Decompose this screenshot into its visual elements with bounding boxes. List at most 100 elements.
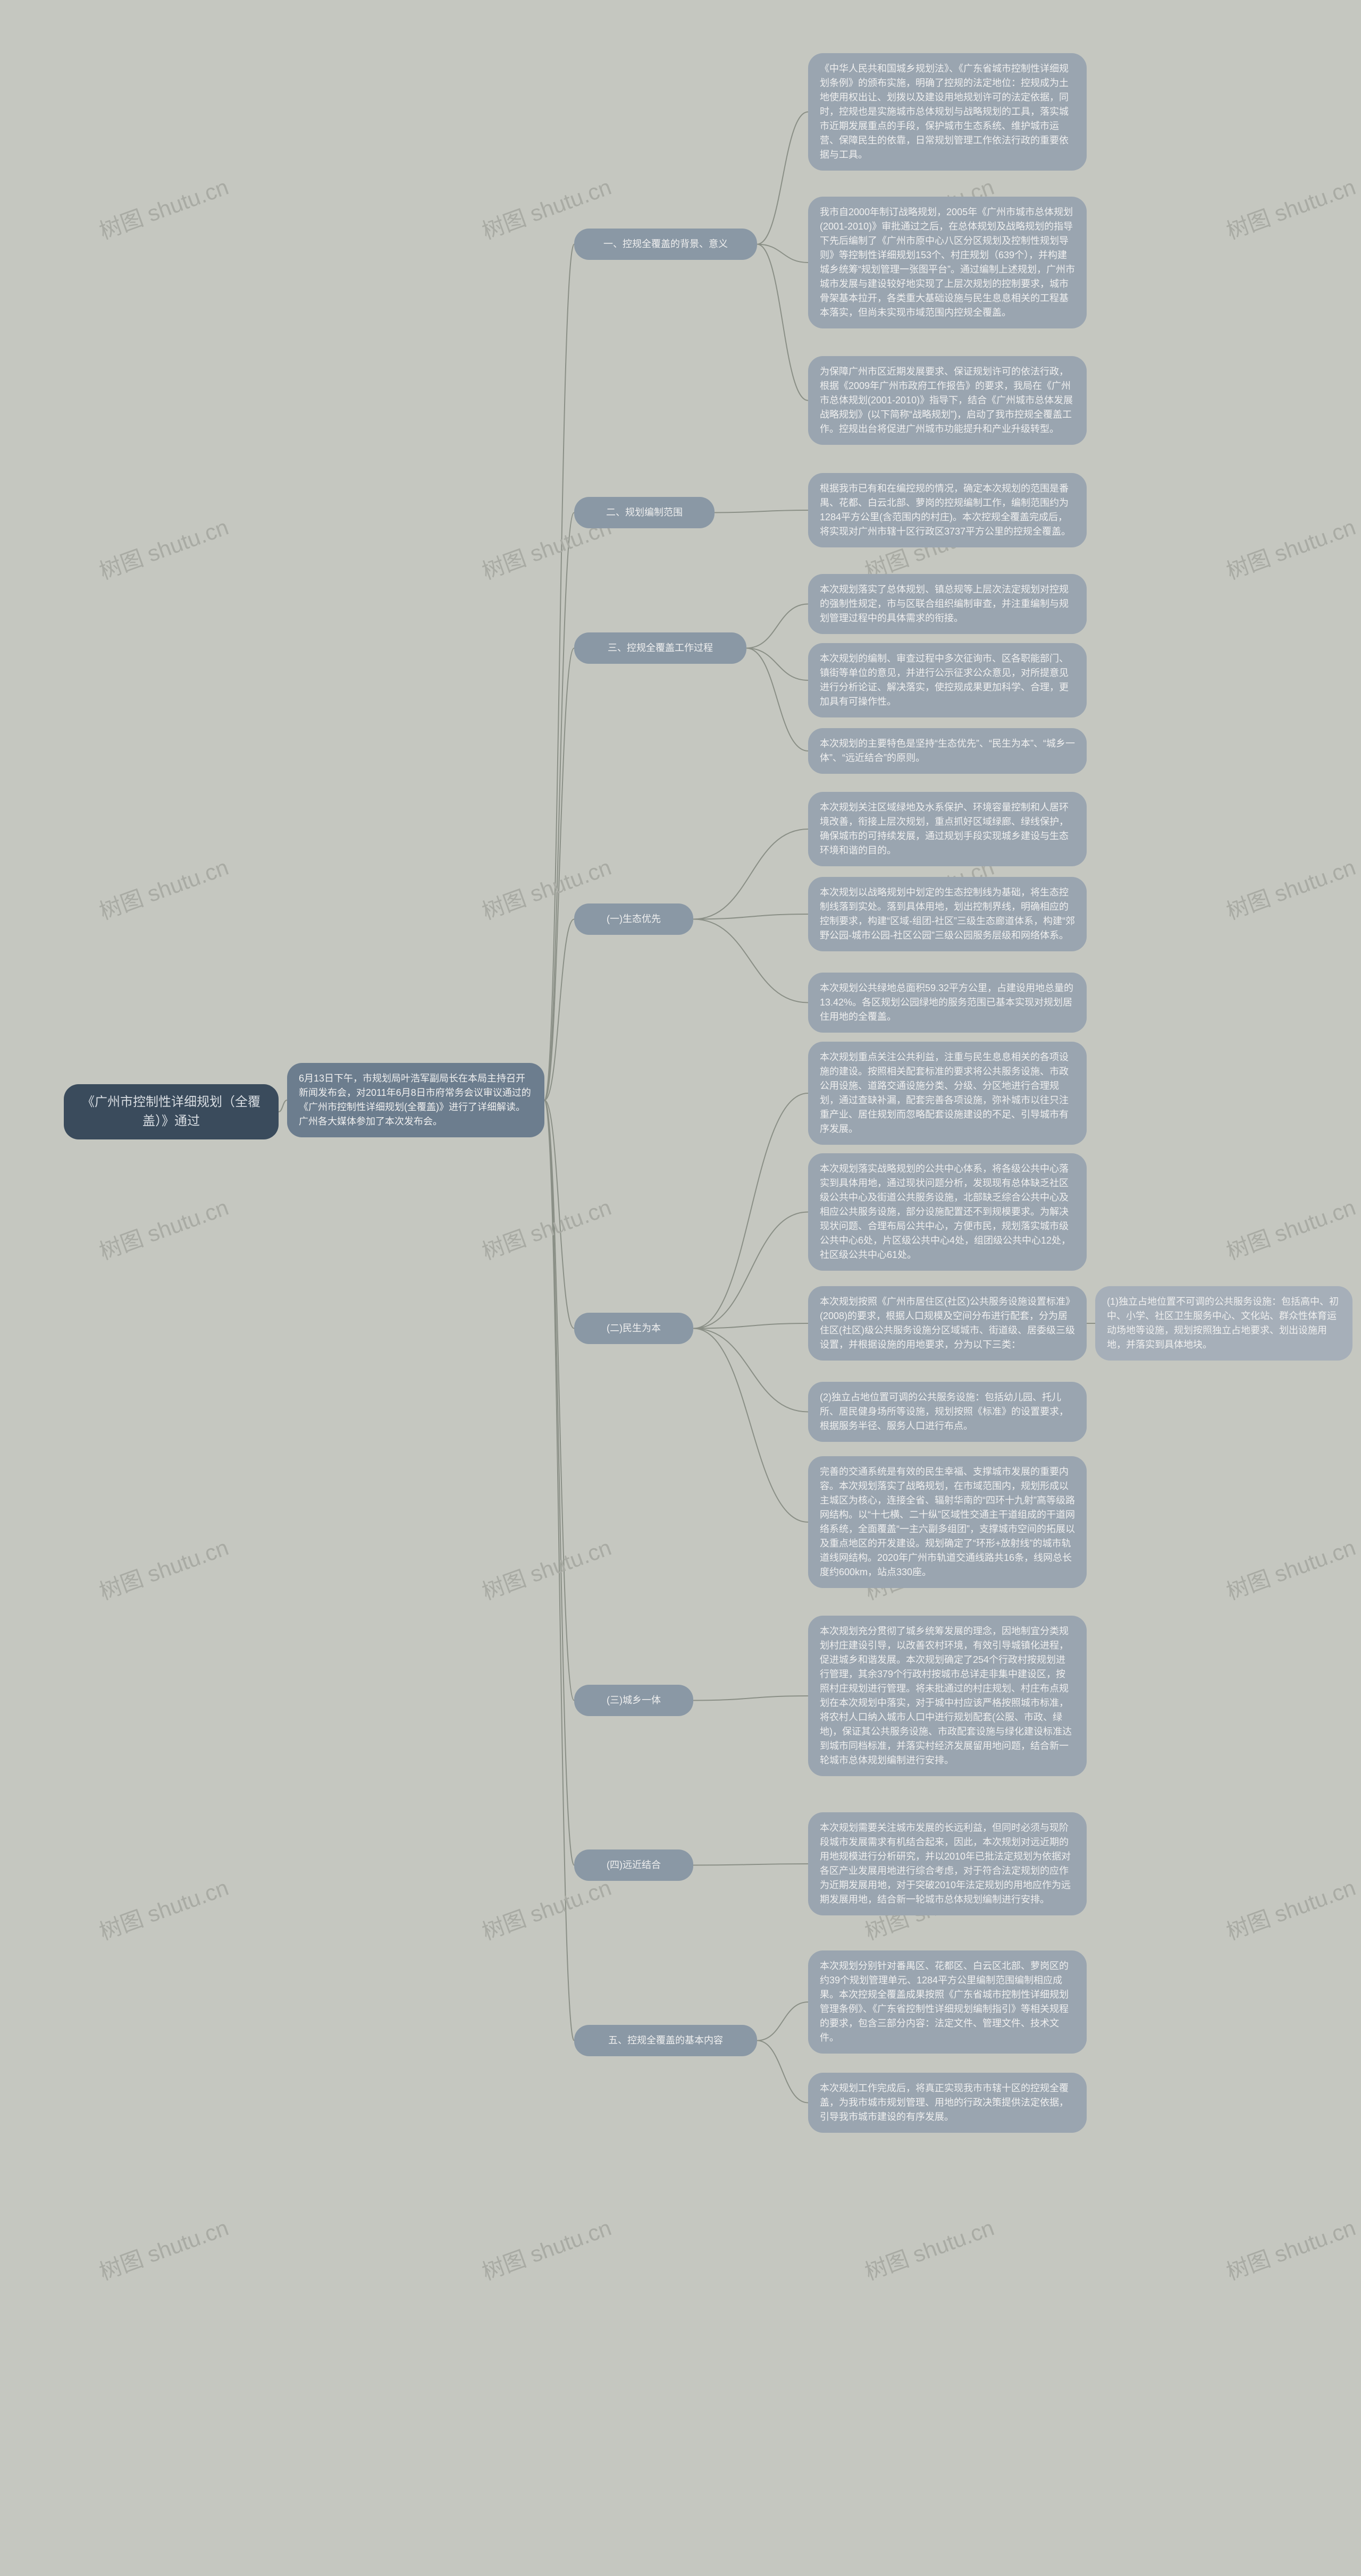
node-label: 我市自2000年制订战略规划，2005年《广州市城市总体规划(2001-2010… bbox=[820, 205, 1075, 320]
watermark: 树图 shutu.cn bbox=[477, 1870, 615, 1946]
node-s3a: 本次规划落实了总体规划、镇总规等上层次法定规划对控规的强制性规定，市与区联合组织… bbox=[808, 574, 1087, 634]
node-label: 五、控规全覆盖的基本内容 bbox=[608, 2033, 723, 2048]
edge bbox=[693, 829, 808, 919]
watermark: 树图 shutu.cn bbox=[1221, 2210, 1359, 2286]
node-s1a: 《中华人民共和国城乡规划法》、《广东省城市控制性详细规划条例》的颁布实施，明确了… bbox=[808, 53, 1087, 171]
node-s4c: (三)城乡一体 bbox=[574, 1685, 693, 1716]
node-s3: 三、控规全覆盖工作过程 bbox=[574, 632, 746, 664]
watermark: 树图 shutu.cn bbox=[94, 849, 232, 926]
node-label: 本次规划公共绿地总面积59.32平方公里，占建设用地总量的13.42%。各区规划… bbox=[820, 981, 1075, 1024]
edge bbox=[757, 244, 808, 263]
node-label: 本次规划的编制、审查过程中多次征询市、区各职能部门、镇街等单位的意见，并进行公示… bbox=[820, 652, 1075, 709]
node-s4b1: 本次规划重点关注公共利益，注重与民生息息相关的各项设施的建设。按照相关配套标准的… bbox=[808, 1042, 1087, 1145]
watermark: 树图 shutu.cn bbox=[1221, 1530, 1359, 1606]
node-label: 根据我市已有和在编控规的情况，确定本次规划的范围是番禺、花都、白云北部、萝岗的控… bbox=[820, 482, 1075, 539]
node-s5: 五、控规全覆盖的基本内容 bbox=[574, 2025, 757, 2056]
watermark: 树图 shutu.cn bbox=[860, 2210, 998, 2286]
node-label: 6月13日下午，市规划局叶浩军副局长在本局主持召开新闻发布会，对2011年6月8… bbox=[299, 1071, 533, 1129]
watermark: 树图 shutu.cn bbox=[477, 1189, 615, 1266]
watermark: 树图 shutu.cn bbox=[94, 509, 232, 586]
edge bbox=[693, 919, 808, 1003]
node-s4b4: (2)独立占地位置可调的公共服务设施：包括幼儿园、托儿所、居民健身场所等设施，规… bbox=[808, 1382, 1087, 1442]
node-label: 本次规划需要关注城市发展的长远利益，但同时必须与现阶段城市发展需求有机结合起来，… bbox=[820, 1821, 1075, 1907]
node-label: (一)生态优先 bbox=[607, 912, 661, 926]
node-intro: 6月13日下午，市规划局叶浩军副局长在本局主持召开新闻发布会，对2011年6月8… bbox=[287, 1063, 544, 1137]
edge bbox=[544, 1100, 574, 1329]
node-label: (1)独立占地位置不可调的公共服务设施：包括高中、初中、小学、社区卫生服务中心、… bbox=[1107, 1295, 1341, 1352]
node-s5a: 本次规划分别针对番禺区、花都区、白云区北部、萝岗区的约39个规划管理单元、128… bbox=[808, 1950, 1087, 2054]
edge bbox=[757, 112, 808, 244]
edge bbox=[746, 648, 808, 681]
edge bbox=[746, 604, 808, 648]
node-label: 《广州市控制性详细规划（全覆盖）》通过 bbox=[75, 1093, 267, 1131]
node-label: 本次规划充分贯彻了城乡统筹发展的理念，因地制宜分类规划村庄建设引导，以改善农村环… bbox=[820, 1624, 1075, 1768]
node-s4c1: 本次规划充分贯彻了城乡统筹发展的理念，因地制宜分类规划村庄建设引导，以改善农村环… bbox=[808, 1616, 1087, 1776]
edge bbox=[746, 648, 808, 751]
node-s4d: (四)远近结合 bbox=[574, 1849, 693, 1881]
node-s4b3: 本次规划按照《广州市居住区(社区)公共服务设施设置标准》(2008)的要求，根据… bbox=[808, 1286, 1087, 1361]
edge bbox=[544, 513, 574, 1101]
edge bbox=[693, 1323, 808, 1329]
node-s3c: 本次规划的主要特色是坚持“生态优先”、“民生为本”、“城乡一体”、“远近结合”的… bbox=[808, 728, 1087, 774]
edge bbox=[279, 1100, 287, 1112]
node-s3b: 本次规划的编制、审查过程中多次征询市、区各职能部门、镇街等单位的意见，并进行公示… bbox=[808, 643, 1087, 717]
edge bbox=[693, 1212, 808, 1329]
node-label: 本次规划分别针对番禺区、花都区、白云区北部、萝岗区的约39个规划管理单元、128… bbox=[820, 1959, 1075, 2045]
node-s1b: 我市自2000年制订战略规划，2005年《广州市城市总体规划(2001-2010… bbox=[808, 197, 1087, 328]
node-label: 二、规划编制范围 bbox=[606, 505, 683, 520]
watermark: 树图 shutu.cn bbox=[1221, 849, 1359, 926]
node-label: 本次规划以战略规划中划定的生态控制线为基础，将生态控制线落到实处。落到具体用地，… bbox=[820, 885, 1075, 943]
node-s4b5: 完善的交通系统是有效的民生幸福、支撑城市发展的重要内容。本次规划落实了战略规划，… bbox=[808, 1456, 1087, 1588]
edge bbox=[544, 1100, 574, 2041]
watermark: 树图 shutu.cn bbox=[1221, 1189, 1359, 1266]
node-s4a1: 本次规划关注区域绿地及水系保护、环境容量控制和人居环境改善，衔接上层次规划，重点… bbox=[808, 792, 1087, 866]
node-label: 本次规划关注区域绿地及水系保护、环境容量控制和人居环境改善，衔接上层次规划，重点… bbox=[820, 800, 1075, 858]
edge bbox=[693, 1329, 808, 1523]
watermark: 树图 shutu.cn bbox=[94, 1530, 232, 1606]
watermark: 树图 shutu.cn bbox=[477, 2210, 615, 2286]
node-label: (三)城乡一体 bbox=[607, 1693, 661, 1708]
node-root: 《广州市控制性详细规划（全覆盖）》通过 bbox=[64, 1084, 279, 1139]
edge bbox=[544, 919, 574, 1101]
edge bbox=[693, 1864, 808, 1865]
edge bbox=[757, 244, 808, 401]
watermark: 树图 shutu.cn bbox=[1221, 1870, 1359, 1946]
edge bbox=[693, 1696, 808, 1701]
watermark: 树图 shutu.cn bbox=[94, 1870, 232, 1946]
edge bbox=[544, 1100, 574, 1701]
node-label: (二)民生为本 bbox=[607, 1321, 661, 1336]
watermark: 树图 shutu.cn bbox=[94, 169, 232, 246]
edge bbox=[544, 1100, 574, 1865]
node-label: 本次规划按照《广州市居住区(社区)公共服务设施设置标准》(2008)的要求，根据… bbox=[820, 1295, 1075, 1352]
mindmap-canvas: 树图 shutu.cn 树图 shutu.cn 树图 shutu.cn 树图 shut… bbox=[0, 0, 1361, 2576]
watermark: 树图 shutu.cn bbox=[1221, 169, 1359, 246]
node-s2a: 根据我市已有和在编控规的情况，确定本次规划的范围是番禺、花都、白云北部、萝岗的控… bbox=[808, 473, 1087, 547]
node-s4b: (二)民生为本 bbox=[574, 1313, 693, 1344]
node-label: 完善的交通系统是有效的民生幸福、支撑城市发展的重要内容。本次规划落实了战略规划，… bbox=[820, 1465, 1075, 1580]
node-s1: 一、控规全覆盖的背景、意义 bbox=[574, 229, 757, 260]
node-label: 《中华人民共和国城乡规划法》、《广东省城市控制性详细规划条例》的颁布实施，明确了… bbox=[820, 62, 1075, 162]
watermark: 树图 shutu.cn bbox=[1221, 509, 1359, 586]
edge bbox=[757, 2041, 808, 2103]
node-label: 本次规划工作完成后，将真正实现我市市辖十区的控规全覆盖，为我市城市规划管理、用地… bbox=[820, 2081, 1075, 2124]
node-s4a2: 本次规划以战略规划中划定的生态控制线为基础，将生态控制线落到实处。落到具体用地，… bbox=[808, 877, 1087, 951]
node-s4a3: 本次规划公共绿地总面积59.32平方公里，占建设用地总量的13.42%。各区规划… bbox=[808, 973, 1087, 1033]
node-s4a: (一)生态优先 bbox=[574, 903, 693, 935]
edge bbox=[544, 648, 574, 1101]
node-s1c: 为保障广州市区近期发展要求、保证规划许可的依法行政，根据《2009年广州市政府工… bbox=[808, 356, 1087, 445]
node-s4b3x: (1)独立占地位置不可调的公共服务设施：包括高中、初中、小学、社区卫生服务中心、… bbox=[1095, 1286, 1352, 1361]
node-label: 三、控规全覆盖工作过程 bbox=[608, 641, 713, 655]
node-s4d1: 本次规划需要关注城市发展的长远利益，但同时必须与现阶段城市发展需求有机结合起来，… bbox=[808, 1812, 1087, 1915]
node-label: 本次规划落实战略规划的公共中心体系，将各级公共中心落实到具体用地，通过现状问题分… bbox=[820, 1162, 1075, 1262]
node-label: 本次规划落实了总体规划、镇总规等上层次法定规划对控规的强制性规定，市与区联合组织… bbox=[820, 582, 1075, 626]
watermark: 树图 shutu.cn bbox=[477, 1530, 615, 1606]
node-label: 本次规划的主要特色是坚持“生态优先”、“民生为本”、“城乡一体”、“远近结合”的… bbox=[820, 737, 1075, 765]
edge bbox=[757, 2002, 808, 2041]
edge bbox=[693, 1329, 808, 1412]
node-label: (2)独立占地位置可调的公共服务设施：包括幼儿园、托儿所、居民健身场所等设施，规… bbox=[820, 1390, 1075, 1433]
node-label: 本次规划重点关注公共利益，注重与民生息息相关的各项设施的建设。按照相关配套标准的… bbox=[820, 1050, 1075, 1136]
watermark: 树图 shutu.cn bbox=[94, 2210, 232, 2286]
node-label: 一、控规全覆盖的背景、意义 bbox=[603, 237, 728, 251]
node-s5b: 本次规划工作完成后，将真正实现我市市辖十区的控规全覆盖，为我市城市规划管理、用地… bbox=[808, 2073, 1087, 2133]
node-label: 为保障广州市区近期发展要求、保证规划许可的依法行政，根据《2009年广州市政府工… bbox=[820, 365, 1075, 436]
